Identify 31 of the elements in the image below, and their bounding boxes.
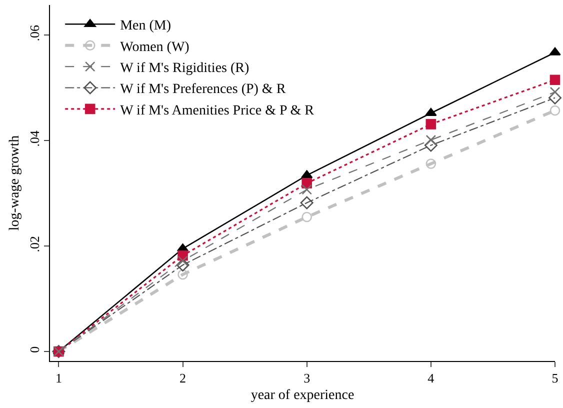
point [550,74,560,86]
x-tick-label: 1 [55,370,62,386]
x-axis-title: year of experience [250,388,354,403]
point [426,119,436,130]
y-axis-title: log-wage growth [7,135,22,231]
point [424,138,438,152]
point [425,108,437,116]
point [550,105,560,116]
point [178,269,188,280]
legend-label: W if M's Rigidities (R) [120,61,250,76]
point [176,258,190,272]
point [549,47,561,56]
x-tick-label: 3 [304,370,310,386]
x-tick-label: 5 [552,370,558,386]
point [302,212,312,222]
legend-label: Women (W) [120,40,190,55]
legend-label: Men (M) [120,18,172,34]
legend-label: W if M's Preferences (P) & R [120,82,286,98]
legend-label: W if M's Amenities Price & P & R [120,103,315,118]
point [426,134,436,146]
y-tick-label: 0 [26,346,42,353]
point [426,158,436,169]
x-tick-label: 4 [428,370,435,386]
y-tick-label: .02 [26,236,42,252]
point [300,196,314,210]
point [302,184,312,195]
x-tick-label: 2 [180,370,186,386]
y-tick-label: .06 [26,24,42,42]
point [178,256,188,266]
y-tick-label: .04 [26,130,42,147]
point [550,86,560,98]
